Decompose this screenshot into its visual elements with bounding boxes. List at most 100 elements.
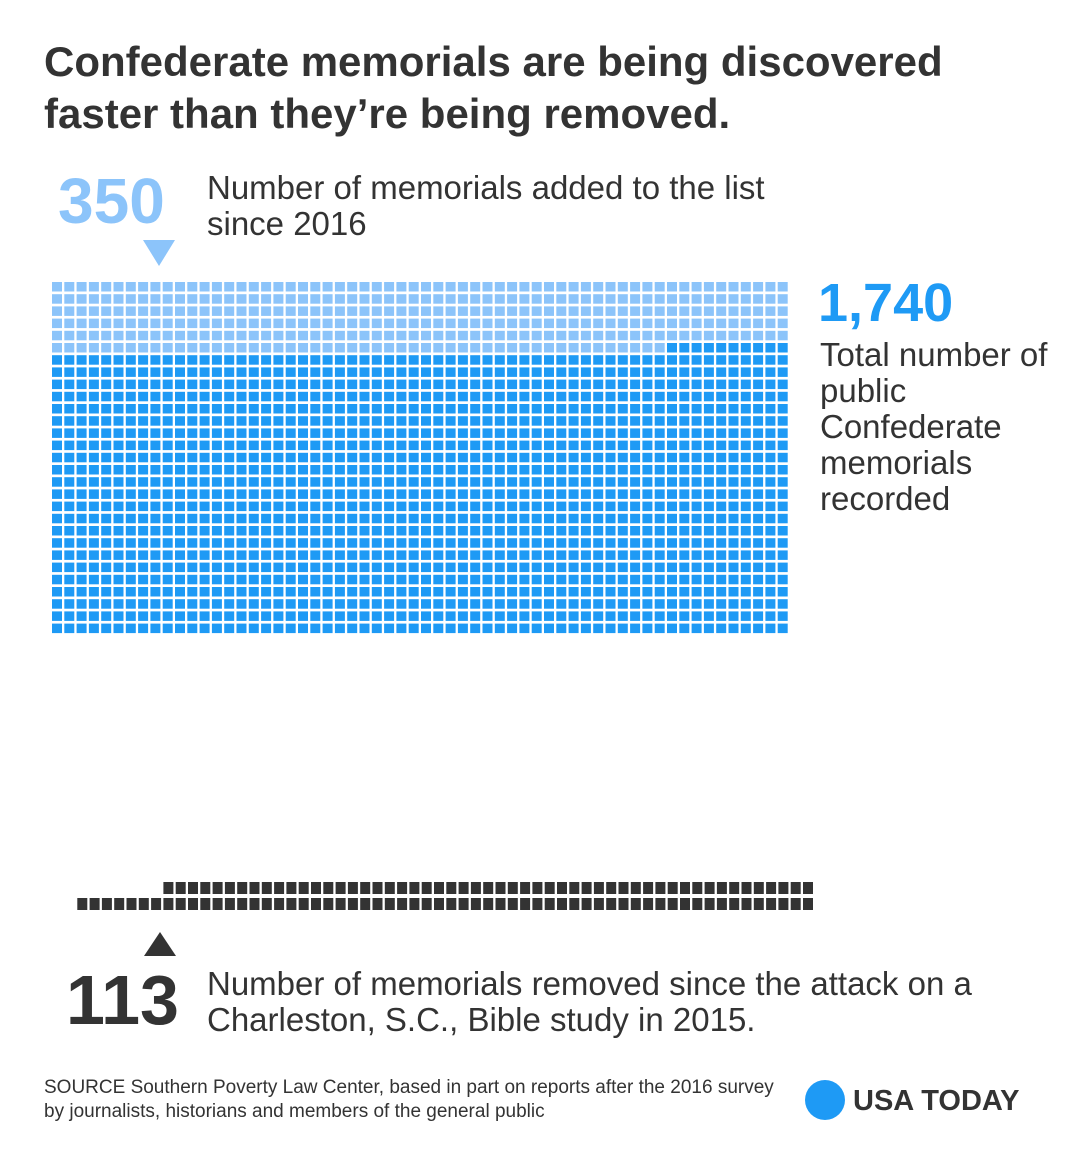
existing-memorial-square	[236, 391, 247, 402]
added-memorial-square	[347, 330, 358, 341]
existing-memorial-square	[150, 428, 161, 438]
existing-memorial-square	[101, 428, 112, 438]
existing-memorial-square	[150, 501, 161, 512]
existing-memorial-square	[605, 379, 616, 390]
added-memorial-square	[765, 318, 776, 329]
existing-memorial-square	[88, 379, 99, 390]
added-memorial-square	[433, 282, 444, 292]
existing-memorial-square	[482, 562, 493, 573]
removed-memorial-square	[803, 882, 813, 894]
existing-memorial-square	[408, 379, 419, 390]
existing-memorial-square	[285, 526, 296, 536]
existing-memorial-square	[765, 513, 776, 524]
existing-memorial-square	[580, 550, 591, 560]
removed-memorial-square	[766, 882, 777, 894]
existing-memorial-square	[101, 562, 112, 573]
existing-memorial-square	[248, 587, 259, 597]
existing-memorial-square	[691, 526, 702, 536]
existing-memorial-square	[224, 513, 235, 524]
existing-memorial-square	[187, 428, 198, 438]
existing-memorial-square	[642, 587, 653, 597]
existing-memorial-square	[322, 416, 333, 426]
added-memorial-square	[396, 294, 407, 304]
existing-memorial-square	[519, 550, 530, 560]
existing-memorial-square	[76, 367, 87, 377]
existing-memorial-square	[457, 379, 468, 390]
existing-memorial-square	[703, 599, 714, 609]
added-memorial-square	[556, 306, 567, 316]
existing-memorial-square	[359, 526, 370, 536]
existing-memorial-square	[544, 428, 554, 438]
existing-memorial-square	[224, 477, 235, 487]
existing-memorial-square	[568, 404, 579, 414]
existing-memorial-square	[765, 404, 776, 414]
existing-memorial-square	[630, 538, 641, 548]
existing-memorial-square	[667, 367, 677, 377]
existing-memorial-square	[667, 562, 677, 573]
existing-memorial-square	[691, 611, 702, 621]
removed-memorial-square	[753, 898, 764, 910]
added-memorial-square	[64, 343, 75, 353]
existing-memorial-square	[728, 574, 739, 585]
added-memorial-square	[64, 282, 75, 292]
existing-memorial-square	[310, 526, 321, 536]
added-memorial-square	[396, 306, 407, 316]
removed-memorial-square	[680, 882, 690, 894]
added-memorial-square	[138, 343, 149, 353]
added-memorial-square	[654, 330, 665, 341]
existing-memorial-square	[556, 513, 567, 524]
added-memorial-square	[617, 343, 628, 353]
added-memorial-square	[125, 330, 136, 341]
existing-memorial-square	[605, 562, 616, 573]
added-memorial-square	[261, 343, 272, 353]
existing-memorial-square	[298, 404, 308, 414]
existing-memorial-square	[765, 550, 776, 560]
existing-memorial-square	[76, 513, 87, 524]
existing-memorial-square	[125, 367, 136, 377]
existing-memorial-square	[273, 550, 284, 560]
existing-memorial-square	[519, 599, 530, 609]
existing-memorial-square	[334, 477, 345, 487]
removed-memorial-square	[507, 898, 518, 910]
existing-memorial-square	[728, 452, 739, 463]
existing-memorial-square	[482, 440, 493, 451]
existing-memorial-square	[691, 379, 702, 390]
added-memorial-square	[359, 343, 370, 353]
existing-memorial-square	[605, 623, 616, 634]
added-memorial-square	[740, 330, 751, 341]
existing-memorial-square	[494, 550, 505, 560]
existing-memorial-square	[470, 379, 481, 390]
removed-memorial-square	[729, 882, 740, 894]
existing-memorial-square	[224, 599, 235, 609]
existing-memorial-square	[248, 477, 259, 487]
existing-memorial-square	[679, 367, 690, 377]
added-memorial-square	[138, 330, 149, 341]
existing-memorial-square	[507, 379, 518, 390]
added-memorial-square	[507, 294, 518, 304]
existing-memorial-square	[605, 611, 616, 621]
existing-memorial-square	[765, 465, 776, 475]
existing-memorial-square	[679, 404, 690, 414]
existing-memorial-square	[273, 599, 284, 609]
existing-memorial-square	[162, 489, 173, 499]
removed-memorial-square	[507, 882, 518, 894]
existing-memorial-square	[113, 513, 124, 524]
existing-memorial-square	[162, 440, 173, 451]
existing-memorial-square	[605, 391, 616, 402]
added-memorial-square	[679, 318, 690, 329]
existing-memorial-square	[211, 367, 222, 377]
added-memorial-square	[593, 306, 604, 316]
removed-memorial-square	[188, 898, 198, 910]
removed-memorial-square	[741, 898, 752, 910]
existing-memorial-square	[544, 574, 554, 585]
existing-memorial-square	[248, 574, 259, 585]
existing-memorial-square	[753, 379, 764, 390]
existing-memorial-square	[667, 343, 677, 353]
existing-memorial-square	[556, 599, 567, 609]
existing-memorial-square	[113, 452, 124, 463]
existing-memorial-square	[470, 526, 481, 536]
added-memorial-square	[630, 343, 641, 353]
existing-memorial-square	[580, 355, 591, 365]
existing-memorial-square	[470, 550, 481, 560]
existing-memorial-square	[494, 477, 505, 487]
